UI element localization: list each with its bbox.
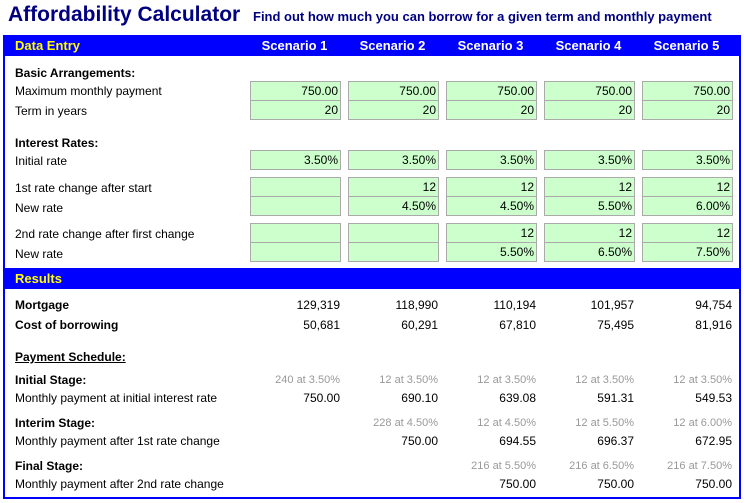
label-first-change: 1st rate change after start [15, 181, 152, 195]
initial-stage-value-3: 12 at 3.50% [477, 374, 536, 386]
second-change-input-4[interactable]: 12 [544, 223, 635, 243]
term-input-5[interactable]: 20 [642, 100, 733, 120]
initial-payment-value-4: 591.31 [597, 391, 634, 405]
label-max-payment: Maximum monthly payment [15, 84, 162, 98]
initial-payment-value-3: 639.08 [499, 391, 536, 405]
term-input-2[interactable]: 20 [348, 100, 439, 120]
label-mortgage: Mortgage [15, 298, 69, 312]
new-rate1-input-1[interactable] [250, 196, 341, 216]
initial-rate-input-2[interactable]: 3.50% [348, 150, 439, 170]
second-change-input-2[interactable] [348, 223, 439, 243]
final-stage-value-3: 216 at 5.50% [471, 460, 536, 472]
first-change-input-5[interactable]: 12 [642, 177, 733, 197]
new-rate2-input-2[interactable] [348, 242, 439, 262]
new-rate2-input-1[interactable] [250, 242, 341, 262]
max-payment-input-1[interactable]: 750.00 [250, 81, 341, 101]
new-rate1-input-3[interactable]: 4.50% [446, 196, 537, 216]
interim-stage-value-3: 12 at 4.50% [477, 417, 536, 429]
data-entry-header: Data Entry Scenario 1 Scenario 2 Scenario … [3, 35, 741, 56]
label-schedule: Payment Schedule: [15, 350, 126, 364]
cost-value-4: 75,495 [597, 318, 634, 332]
initial-stage-value-4: 12 at 3.50% [575, 374, 634, 386]
max-payment-input-2[interactable]: 750.00 [348, 81, 439, 101]
label-new-rate1: New rate [15, 201, 64, 215]
final-payment-value-3: 750.00 [499, 477, 536, 491]
data-entry-label: Data Entry [15, 38, 81, 53]
initial-rate-input-1[interactable]: 3.50% [250, 150, 341, 170]
cost-value-5: 81,916 [695, 318, 732, 332]
interim-stage-value-4: 12 at 5.50% [575, 417, 634, 429]
initial-payment-value-1: 750.00 [303, 391, 340, 405]
initial-payment-value-5: 549.53 [695, 391, 732, 405]
new-rate1-input-4[interactable]: 5.50% [544, 196, 635, 216]
scenario-2-header: Scenario 2 [359, 38, 426, 53]
interim-payment-value-5: 672.95 [695, 434, 732, 448]
cost-value-1: 50,681 [303, 318, 340, 332]
initial-stage-value-2: 12 at 3.50% [379, 374, 438, 386]
first-change-input-4[interactable]: 12 [544, 177, 635, 197]
initial-stage-value-1: 240 at 3.50% [275, 374, 340, 386]
label-basic: Basic Arrangements: [15, 66, 136, 80]
results-header: Results [3, 268, 741, 289]
results-label: Results [15, 271, 62, 286]
max-payment-input-5[interactable]: 750.00 [642, 81, 733, 101]
initial-stage-value-5: 12 at 3.50% [673, 374, 732, 386]
label-final-payment: Monthly payment after 2nd rate change [15, 477, 224, 491]
scenario-4-header: Scenario 4 [555, 38, 622, 53]
label-interest: Interest Rates: [15, 136, 99, 150]
mortgage-value-2: 118,990 [395, 298, 439, 312]
mortgage-value-1: 129,319 [296, 298, 340, 312]
second-change-input-3[interactable]: 12 [446, 223, 537, 243]
interim-payment-value-4: 696.37 [597, 434, 634, 448]
second-change-input-5[interactable]: 12 [642, 223, 733, 243]
label-final-stage: Final Stage: [15, 459, 84, 473]
initial-rate-input-3[interactable]: 3.50% [446, 150, 537, 170]
new-rate1-input-2[interactable]: 4.50% [348, 196, 439, 216]
initial-rate-input-4[interactable]: 3.50% [544, 150, 635, 170]
label-interim-payment: Monthly payment after 1st rate change [15, 434, 220, 448]
new-rate2-input-3[interactable]: 5.50% [446, 242, 537, 262]
final-stage-value-5: 216 at 7.50% [667, 460, 732, 472]
first-change-input-3[interactable]: 12 [446, 177, 537, 197]
interim-payment-value-3: 694.55 [499, 434, 536, 448]
cost-value-3: 67,810 [499, 318, 536, 332]
cost-value-2: 60,291 [401, 318, 438, 332]
interim-stage-value-2: 228 at 4.50% [373, 417, 438, 429]
scenario-5-header: Scenario 5 [653, 38, 720, 53]
scenario-1-header: Scenario 1 [261, 38, 328, 53]
mortgage-value-5: 94,754 [695, 298, 732, 312]
max-payment-input-3[interactable]: 750.00 [446, 81, 537, 101]
max-payment-input-4[interactable]: 750.00 [544, 81, 635, 101]
new-rate1-input-5[interactable]: 6.00% [642, 196, 733, 216]
first-change-input-2[interactable]: 12 [348, 177, 439, 197]
label-initial-payment: Monthly payment at initial interest rate [15, 391, 218, 405]
term-input-3[interactable]: 20 [446, 100, 537, 120]
first-change-input-1[interactable] [250, 177, 341, 197]
final-payment-value-4: 750.00 [597, 477, 634, 491]
label-initial-stage: Initial Stage: [15, 373, 87, 387]
page-title: Affordability Calculator [8, 3, 241, 26]
page-subtitle: Find out how much you can borrow for a g… [253, 9, 712, 24]
interim-stage-value-5: 12 at 6.00% [673, 417, 732, 429]
new-rate2-input-4[interactable]: 6.50% [544, 242, 635, 262]
label-term: Term in years [15, 104, 88, 118]
final-payment-value-5: 750.00 [695, 477, 732, 491]
new-rate2-input-5[interactable]: 7.50% [642, 242, 733, 262]
term-input-1[interactable]: 20 [250, 100, 341, 120]
label-new-rate2: New rate [15, 247, 64, 261]
label-cost: Cost of borrowing [15, 318, 119, 332]
label-initial-rate: Initial rate [15, 154, 68, 168]
scenario-3-header: Scenario 3 [457, 38, 524, 53]
final-stage-value-4: 216 at 6.50% [569, 460, 634, 472]
label-interim-stage: Interim Stage: [15, 416, 96, 430]
label-second-change: 2nd rate change after first change [15, 227, 195, 241]
interim-payment-value-2: 750.00 [401, 434, 438, 448]
mortgage-value-3: 110,194 [493, 298, 537, 312]
initial-payment-value-2: 690.10 [401, 391, 438, 405]
term-input-4[interactable]: 20 [544, 100, 635, 120]
second-change-input-1[interactable] [250, 223, 341, 243]
initial-rate-input-5[interactable]: 3.50% [642, 150, 733, 170]
mortgage-value-4: 101,957 [590, 298, 634, 312]
